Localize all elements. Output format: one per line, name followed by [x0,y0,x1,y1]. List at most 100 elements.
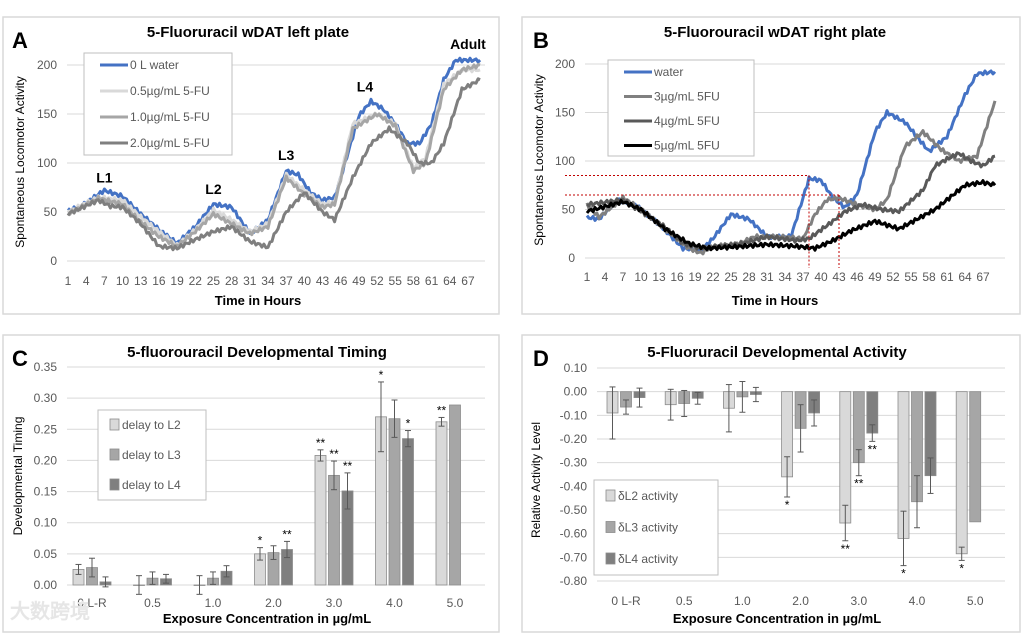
panel-letter-b: B [533,28,549,53]
panel-d-x-tick-label: 5.0 [967,594,984,608]
panel-c-bar [435,421,448,586]
panel-d-x-tick-label: 1.0 [734,594,751,608]
panel-a-legend-label: 2.0µg/mL 5-FU [130,136,210,150]
panel-b-legend-label: water [653,65,683,79]
panel-c-y-tick-label: 0.25 [34,422,58,436]
panel-b-x-tick-label: 46 [850,270,864,284]
panel-c-title: 5-fluorouracil Developmental Timing [127,344,387,361]
panel-b-x-tick-label: 55 [904,270,918,284]
panel-a-legend-label: 1.0µg/mL 5-FU [130,110,210,124]
panel-d-y-tick-label: -0.50 [560,503,588,517]
panel-d-bar [969,391,982,523]
panel-a-y-tick-label: 150 [37,107,57,121]
panel-d-x-tick-label: 4.0 [909,594,926,608]
panel-b-x-tick-label: 67 [976,270,990,284]
panel-a-x-tick-label: 22 [189,274,203,288]
panel-b-legend [607,59,755,157]
panel-c-legend-label: delay to L3 [122,448,181,462]
panel-a-y-tick-label: 50 [44,205,58,219]
panel-a-y-tick-label: 100 [37,156,57,170]
panel-c-legend-swatch [109,418,120,431]
panel-c-significance-mark: * [406,417,411,431]
panel-b-x-tick-label: 61 [940,270,954,284]
panel-d-legend-label: δL2 activity [618,489,678,503]
panel-c-significance-mark: * [379,368,384,382]
panel-c-x-tick-label: 4.0 [386,596,403,610]
panel-c-legend-swatch [109,448,120,461]
panel-c-x-tick-label: 1.0 [205,596,222,610]
panel-d-y-tick-label: -0.60 [560,527,588,541]
panel-d-x-tick-label: 0.5 [676,594,693,608]
panel-b-series-line [585,179,997,252]
panel-d-significance-mark: * [901,567,906,581]
panel-b-x-tick-label: 13 [652,270,666,284]
panel-a-legend-label: 0.5µg/mL 5-FU [130,84,210,98]
panel-d-significance-mark: * [959,561,964,575]
panel-a-stage-label: Adult [450,36,486,52]
panel-a-x-axis-title: Time in Hours [215,293,301,308]
panel-b-x-tick-label: 28 [742,270,756,284]
panel-b-legend-label: 4µg/mL 5FU [654,114,720,128]
panel-c-significance-mark: * [258,534,263,548]
panel-a-x-tick-label: 10 [116,274,130,288]
panel-c-y-axis-title: Developmental Timing [11,417,25,536]
panel-c-bar [449,404,461,586]
panel-a-x-tick-label: 61 [425,274,439,288]
panel-a-x-tick-label: 19 [170,274,184,288]
panel-d-significance-mark: ** [854,477,864,491]
panel-a-x-tick-label: 13 [134,274,148,288]
panel-b-x-tick-label: 37 [796,270,810,284]
panel-b-x-tick-label: 10 [634,270,648,284]
panel-a-y-tick-label: 0 [50,254,57,268]
panel-d-significance-mark: ** [868,442,878,456]
panel-a-title: 5-Fluoruracil wDAT left plate [147,24,349,41]
watermark: 大数跨境 [10,599,90,623]
panel-d-y-tick-label: 0.10 [564,361,588,375]
panel-a-x-tick-label: 37 [279,274,293,288]
panel-d-y-tick-label: -0.10 [560,408,588,422]
panel-a-x-tick-label: 43 [316,274,330,288]
panel-a-stage-label: L1 [96,169,113,185]
panel-c-frame [2,334,500,633]
panel-b-y-tick-label: 200 [555,57,575,71]
panel-d-legend-label: δL3 activity [618,521,678,535]
panel-c-y-tick-label: 0.15 [34,485,58,499]
panel-b-x-axis-title: Time in Hours [732,293,818,308]
panel-c-x-tick-label: 2.0 [265,596,282,610]
panel-d-legend-swatch [605,552,616,565]
panel-b-x-tick-label: 52 [886,270,900,284]
panel-a-legend-label: 0 L water [130,58,179,72]
panel-c-x-axis-title: Exposure Concentration in µg/mL [163,611,371,626]
panel-c-y-tick-label: 0.05 [34,547,58,561]
panel-b-title: 5-Fluorouracil wDAT right plate [664,24,886,41]
panel-a-x-tick-label: 1 [65,274,72,288]
panel-b-x-tick-label: 34 [778,270,792,284]
panel-b-x-tick-label: 64 [958,270,972,284]
panel-b-y-tick-label: 150 [555,106,575,120]
panel-c-x-tick-label: 0 L-R [77,596,107,610]
panel-d-x-axis-title: Exposure Concentration in µg/mL [673,611,881,626]
panel-a-x-tick-label: 40 [298,274,312,288]
panel-d-x-tick-label: 0 L-R [611,594,641,608]
panel-a-stage-label: L2 [205,181,222,197]
panel-b-y-tick-label: 50 [562,203,576,217]
panel-a-series-line [66,77,481,252]
panel-d-y-tick-label: 0.00 [564,385,588,399]
panel-a-x-tick-label: 64 [443,274,457,288]
panel-c-x-tick-label: 5.0 [447,596,464,610]
panel-c-significance-mark: ** [316,436,326,450]
panel-c-y-tick-label: 0.35 [34,360,58,374]
panel-c-y-tick-label: 0.30 [34,391,58,405]
panel-d-y-tick-label: -0.40 [560,479,588,493]
panel-d-y-tick-label: -0.80 [560,574,588,588]
panel-a-x-tick-label: 67 [461,274,475,288]
panel-a-x-tick-label: 52 [370,274,384,288]
panel-b-x-tick-label: 49 [868,270,882,284]
panel-a-x-tick-label: 55 [389,274,403,288]
panel-c-bar [402,438,414,586]
panel-letter-a: A [12,28,28,53]
panel-d-y-axis-title: Relative Activity Level [529,422,543,538]
panel-letter-c: C [12,346,28,371]
panel-d-legend-label: δL4 activity [618,552,678,566]
panel-d-x-tick-label: 2.0 [792,594,809,608]
